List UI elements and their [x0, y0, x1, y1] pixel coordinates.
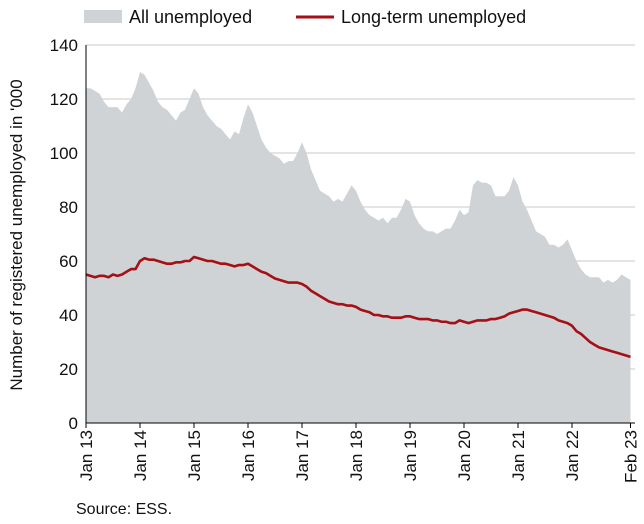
x-tick-label: Jan 21 — [509, 430, 528, 481]
x-tick-label: Feb 23 — [622, 430, 641, 483]
x-tick-label: Jan 22 — [563, 430, 582, 481]
x-tick-label: Jan 17 — [293, 430, 312, 481]
legend-label-all-unemployed: All unemployed — [129, 7, 252, 27]
y-tick-label: 60 — [59, 252, 78, 271]
x-tick-label: Jan 18 — [347, 430, 366, 481]
area-all-unemployed — [86, 72, 631, 423]
x-tick-labels: Jan 13 Jan 14 Jan 15 Jan 16 Jan 17 Jan 18 Jan … — [77, 430, 641, 483]
x-tick-label: Jan 15 — [185, 430, 204, 481]
y-tick-label: 120 — [50, 90, 78, 109]
x-tick-label: Jan 13 — [77, 430, 96, 481]
legend: All unemployed Long-term unemployed — [84, 7, 526, 27]
y-tick-labels: 0 20 40 60 80 100 120 140 — [50, 36, 78, 433]
y-tick-label: 140 — [50, 36, 78, 55]
y-tick-label: 20 — [59, 360, 78, 379]
axes — [85, 45, 635, 428]
y-tick-label: 80 — [59, 198, 78, 217]
area-series — [86, 72, 631, 423]
line-series — [85, 255, 631, 359]
source-note: Source: ESS. — [76, 501, 172, 518]
y-axis-title: Number of registered unemployed in '000 — [7, 79, 26, 390]
y-tick-label: 100 — [50, 144, 78, 163]
x-tick-label: Jan 14 — [131, 430, 150, 481]
x-tick-label: Jan 16 — [239, 430, 258, 481]
y-tick-label: 0 — [69, 414, 78, 433]
x-tick-label: Jan 19 — [401, 430, 420, 481]
legend-label-long-term: Long-term unemployed — [341, 7, 526, 27]
line-long-term-unemployed — [85, 255, 631, 359]
legend-swatch-all-unemployed — [84, 10, 122, 23]
y-tick-label: 40 — [59, 306, 78, 325]
x-tick-label: Jan 20 — [455, 430, 474, 481]
